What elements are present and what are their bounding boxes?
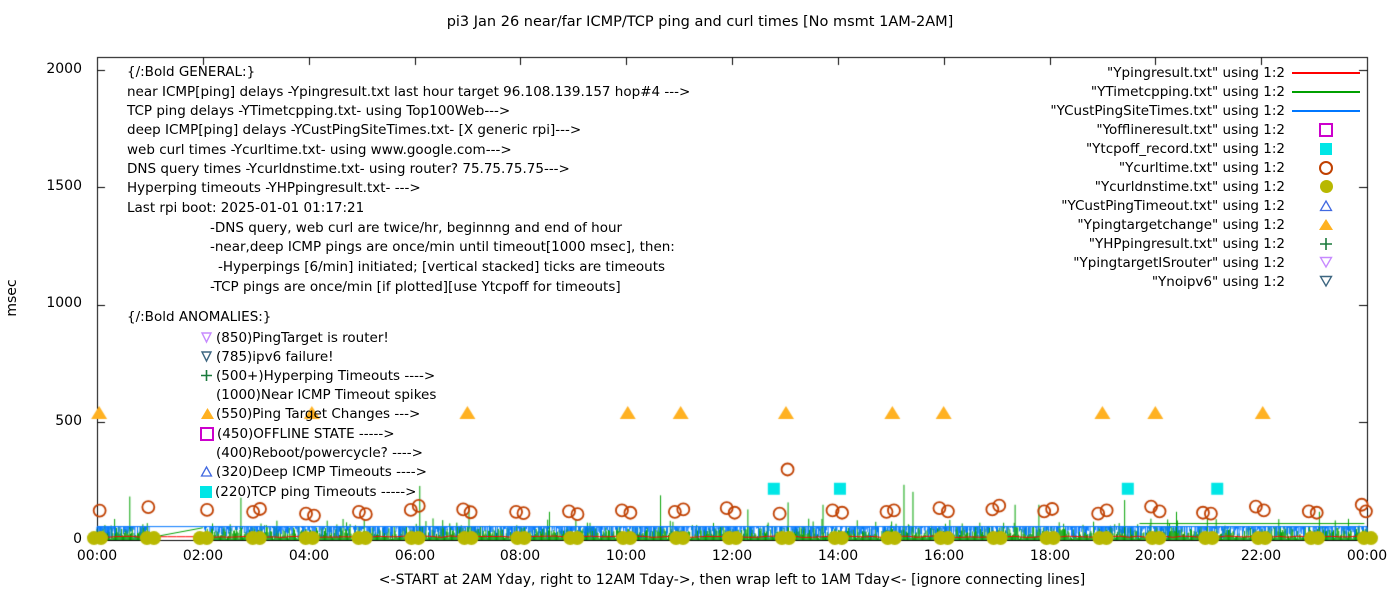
ping-target-change-triangle-icon — [200, 407, 214, 420]
legend-item-ypingresult: "Ypingresult.txt" using 1:2 — [1027, 63, 1367, 82]
legend-item-ytimetcpping: "YTimetcpping.txt" using 1:2 — [1027, 82, 1367, 101]
open-triangle-down-slate-icon — [1285, 275, 1367, 288]
filled-triangle-up-icon — [1285, 218, 1367, 231]
ipv6-failure-triangle-icon — [200, 350, 213, 363]
legend-label: "Ycurltime.txt" using 1:2 — [1118, 159, 1285, 176]
x-tick: 10:00 — [605, 548, 647, 564]
y-tick-1500: 1500 — [46, 178, 82, 194]
legend-item-yofflineresult: "Yofflineresult.txt" using 1:2 — [1027, 120, 1367, 139]
anomaly-row: (1000)Near ICMP Timeout spikes — [200, 385, 436, 404]
anomaly-row: (785)ipv6 failure! — [200, 347, 334, 366]
legend-item-ycurltime: "Ycurltime.txt" using 1:2 — [1027, 158, 1367, 177]
note-line: DNS query times -Ycurldnstime.txt- using… — [127, 161, 570, 177]
note-line: -TCP pings are once/min [if plotted][use… — [210, 279, 621, 295]
note-line: Hyperping timeouts -YHPpingresult.txt- -… — [127, 180, 421, 196]
legend-label: "Ytcpoff_record.txt" using 1:2 — [1085, 140, 1285, 157]
legend-label: "Ypingtargetchange" using 1:2 — [1077, 216, 1285, 233]
pingtarget-router-triangle-icon — [200, 331, 213, 344]
x-tick: 00:00 — [1346, 548, 1388, 564]
note-general-header: {/:Bold GENERAL:} — [127, 64, 256, 80]
legend-item-yhppingresult: "YHPpingresult.txt" using 1:2 — [1027, 234, 1367, 253]
legend-item-ycustpingsitetimes: "YCustPingSiteTimes.txt" using 1:2 — [1027, 101, 1367, 120]
anomaly-text: (400)Reboot/powercycle? ----> — [216, 444, 423, 461]
legend-label: "Yofflineresult.txt" using 1:2 — [1096, 121, 1285, 138]
legend-label: "YCustPingTimeout.txt" using 1:2 — [1061, 197, 1285, 214]
legend-item-ynoipv6: "Ynoipv6" using 1:2 — [1027, 272, 1367, 291]
x-tick: 22:00 — [1240, 548, 1282, 564]
legend-label: "YpingtargetISrouter" using 1:2 — [1073, 254, 1285, 271]
note-line: deep ICMP[ping] delays -YCustPingSiteTim… — [127, 122, 582, 138]
legend-item-ycurldnstime: "Ycurldnstime.txt" using 1:2 — [1027, 177, 1367, 196]
note-line: -near,deep ICMP pings are once/min until… — [210, 239, 675, 255]
note-line: TCP ping delays -YTimetcpping.txt- using… — [127, 103, 511, 119]
legend-label: "YHPpingresult.txt" using 1:2 — [1088, 235, 1285, 252]
x-axis-note: <-START at 2AM Yday, right to 12AM Tday-… — [378, 572, 1086, 588]
anomaly-row: (550)Ping Target Changes ---> — [200, 404, 420, 423]
deep-icmp-timeout-triangle-icon — [200, 465, 213, 478]
legend-label: "Ypingresult.txt" using 1:2 — [1107, 64, 1285, 81]
x-tick: 20:00 — [1134, 548, 1176, 564]
open-triangle-down-violet-icon — [1285, 256, 1367, 269]
anomaly-text: (220)TCP ping Timeouts -----> — [215, 483, 417, 500]
anomaly-text: (550)Ping Target Changes ---> — [216, 405, 421, 422]
anomaly-row: (400)Reboot/powercycle? ----> — [200, 443, 423, 462]
blue-line-sample — [1285, 109, 1367, 112]
x-tick: 04:00 — [288, 548, 330, 564]
green-line-sample — [1285, 90, 1367, 93]
note-line: -Hyperpings [6/min] initiated; [vertical… — [218, 259, 666, 275]
x-tick: 18:00 — [1029, 548, 1071, 564]
hyperping-plus-icon — [200, 369, 213, 382]
open-circle-icon — [1285, 160, 1367, 175]
y-tick-2000: 2000 — [46, 61, 82, 77]
legend-label: "YTimetcpping.txt" using 1:2 — [1090, 83, 1285, 100]
anomaly-row: (320)Deep ICMP Timeouts ----> — [200, 462, 427, 481]
plus-icon — [1285, 237, 1367, 251]
x-tick: 08:00 — [499, 548, 541, 564]
legend-item-ytcpoff-record: "Ytcpoff_record.txt" using 1:2 — [1027, 139, 1367, 158]
anomaly-text: (450)OFFLINE STATE -----> — [217, 425, 395, 442]
legend-item-ypingtargetisrouter: "YpingtargetISrouter" using 1:2 — [1027, 253, 1367, 272]
offline-state-square-icon — [200, 426, 214, 441]
x-tick: 12:00 — [711, 548, 753, 564]
x-tick: 06:00 — [394, 548, 436, 564]
filled-square-icon — [1285, 142, 1367, 155]
anomaly-row: (850)PingTarget is router! — [200, 328, 389, 347]
legend-item-ycustpingtimeout: "YCustPingTimeout.txt" using 1:2 — [1027, 196, 1367, 215]
legend-label: "Ycurldnstime.txt" using 1:2 — [1094, 178, 1285, 195]
tcp-timeout-square-icon — [200, 485, 212, 498]
legend-label: "Ynoipv6" using 1:2 — [1151, 273, 1285, 290]
note-line: near ICMP[ping] delays -Ypingresult.txt … — [127, 84, 691, 100]
x-tick: 02:00 — [182, 548, 224, 564]
y-tick-1000: 1000 — [46, 295, 82, 311]
legend-item-ypingtargetchange: "Ypingtargetchange" using 1:2 — [1027, 215, 1367, 234]
anomaly-row: (500+)Hyperping Timeouts ----> — [200, 366, 435, 385]
red-line-sample — [1285, 71, 1367, 74]
anomaly-row: (450)OFFLINE STATE -----> — [200, 424, 395, 443]
filled-circle-icon — [1285, 180, 1367, 193]
open-square-icon — [1285, 122, 1367, 137]
legend-label: "YCustPingSiteTimes.txt" using 1:2 — [1050, 102, 1285, 119]
anomaly-text: (320)Deep ICMP Timeouts ----> — [216, 463, 427, 480]
anomaly-text: (850)PingTarget is router! — [216, 329, 389, 346]
anomaly-text: (785)ipv6 failure! — [216, 348, 334, 365]
open-triangle-up-icon — [1285, 199, 1367, 212]
anomaly-row: (220)TCP ping Timeouts -----> — [200, 482, 417, 501]
chart-title: pi3 Jan 26 near/far ICMP/TCP ping and cu… — [446, 14, 954, 30]
x-tick: 14:00 — [817, 548, 859, 564]
note-line: -DNS query, web curl are twice/hr, begin… — [210, 220, 623, 236]
x-tick: 16:00 — [923, 548, 965, 564]
anomaly-text: (500+)Hyperping Timeouts ----> — [216, 367, 436, 384]
anomaly-text: (1000)Near ICMP Timeout spikes — [216, 386, 437, 403]
note-boot-time: Last rpi boot: 2025-01-01 01:17:21 — [127, 200, 365, 216]
x-tick: 00:00 — [76, 548, 118, 564]
y-tick-0: 0 — [73, 531, 82, 547]
y-tick-500: 500 — [55, 413, 82, 429]
note-line: web curl times -Ycurltime.txt- using www… — [127, 142, 512, 158]
note-anomalies-header: {/:Bold ANOMALIES:} — [127, 309, 272, 325]
y-axis-label: msec — [4, 279, 20, 317]
